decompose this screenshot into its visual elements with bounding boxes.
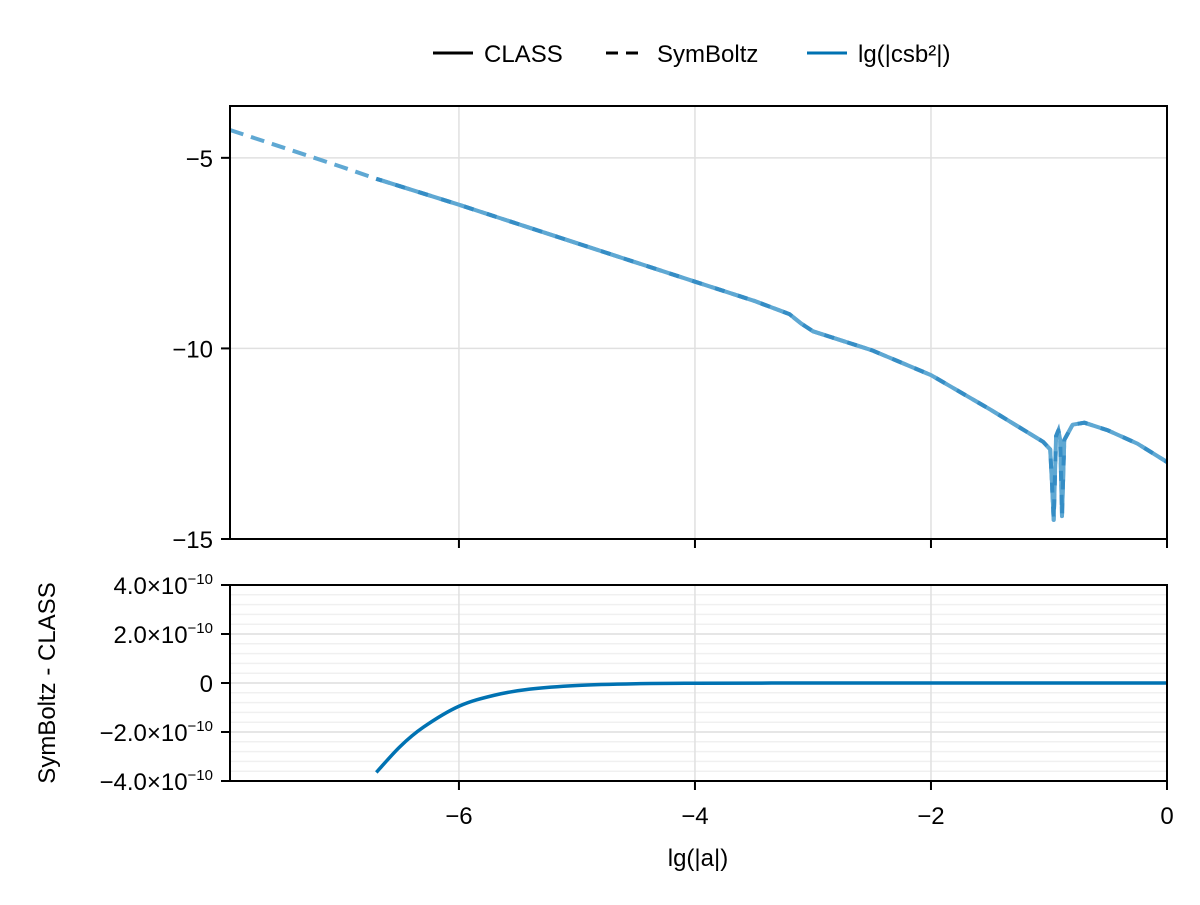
y-tick-label: 4.0×10−10 — [113, 571, 213, 600]
y-tick-label: 0 — [200, 671, 213, 698]
x-tick-label: 0 — [1160, 803, 1173, 830]
legend-item-class: CLASS — [433, 41, 563, 68]
top-ticks: −5 −10 −15 — [172, 146, 1168, 554]
top-axes-frame — [229, 105, 1168, 540]
x-tick-label: −2 — [917, 803, 944, 830]
symboltz-line — [229, 128, 1169, 522]
overlap-line — [375, 176, 1169, 520]
y-tick-label: −15 — [172, 527, 213, 554]
y-tick-label: −5 — [186, 146, 213, 173]
x-tick-label: −4 — [681, 803, 708, 830]
y-tick-label: 2.0×10−10 — [113, 620, 213, 649]
legend-label: lg(|csb²|) — [858, 41, 950, 68]
legend-label: CLASS — [484, 41, 563, 68]
y-tick-label: −4.0×10−10 — [99, 767, 213, 796]
bottom-ticks: 4.0×10−10 2.0×10−10 0 −2.0×10−10 −4.0×10−10 −… — [99, 571, 1173, 830]
bottom-series — [375, 681, 1167, 774]
legend-item-symboltz: SymBoltz — [606, 41, 758, 68]
top-grid — [230, 106, 1168, 540]
top-series — [229, 128, 1169, 522]
legend: CLASS SymBoltz lg(|csb²|) — [433, 41, 950, 68]
y-tick-label: −10 — [172, 336, 213, 363]
x-axis-label: lg(|a|) — [668, 845, 728, 872]
y-tick-label: −2.0×10−10 — [99, 718, 213, 747]
x-tick-label: −6 — [445, 803, 472, 830]
difference-line — [375, 681, 1167, 774]
legend-item-csb2: lg(|csb²|) — [807, 41, 950, 68]
top-axes: −5 −10 −15 — [172, 105, 1169, 554]
class-line — [375, 176, 1169, 522]
y-axis-label: SymBoltz - CLASS — [34, 582, 61, 783]
legend-label: SymBoltz — [657, 41, 758, 68]
bottom-axes: 4.0×10−10 2.0×10−10 0 −2.0×10−10 −4.0×10−10 −… — [34, 571, 1174, 872]
